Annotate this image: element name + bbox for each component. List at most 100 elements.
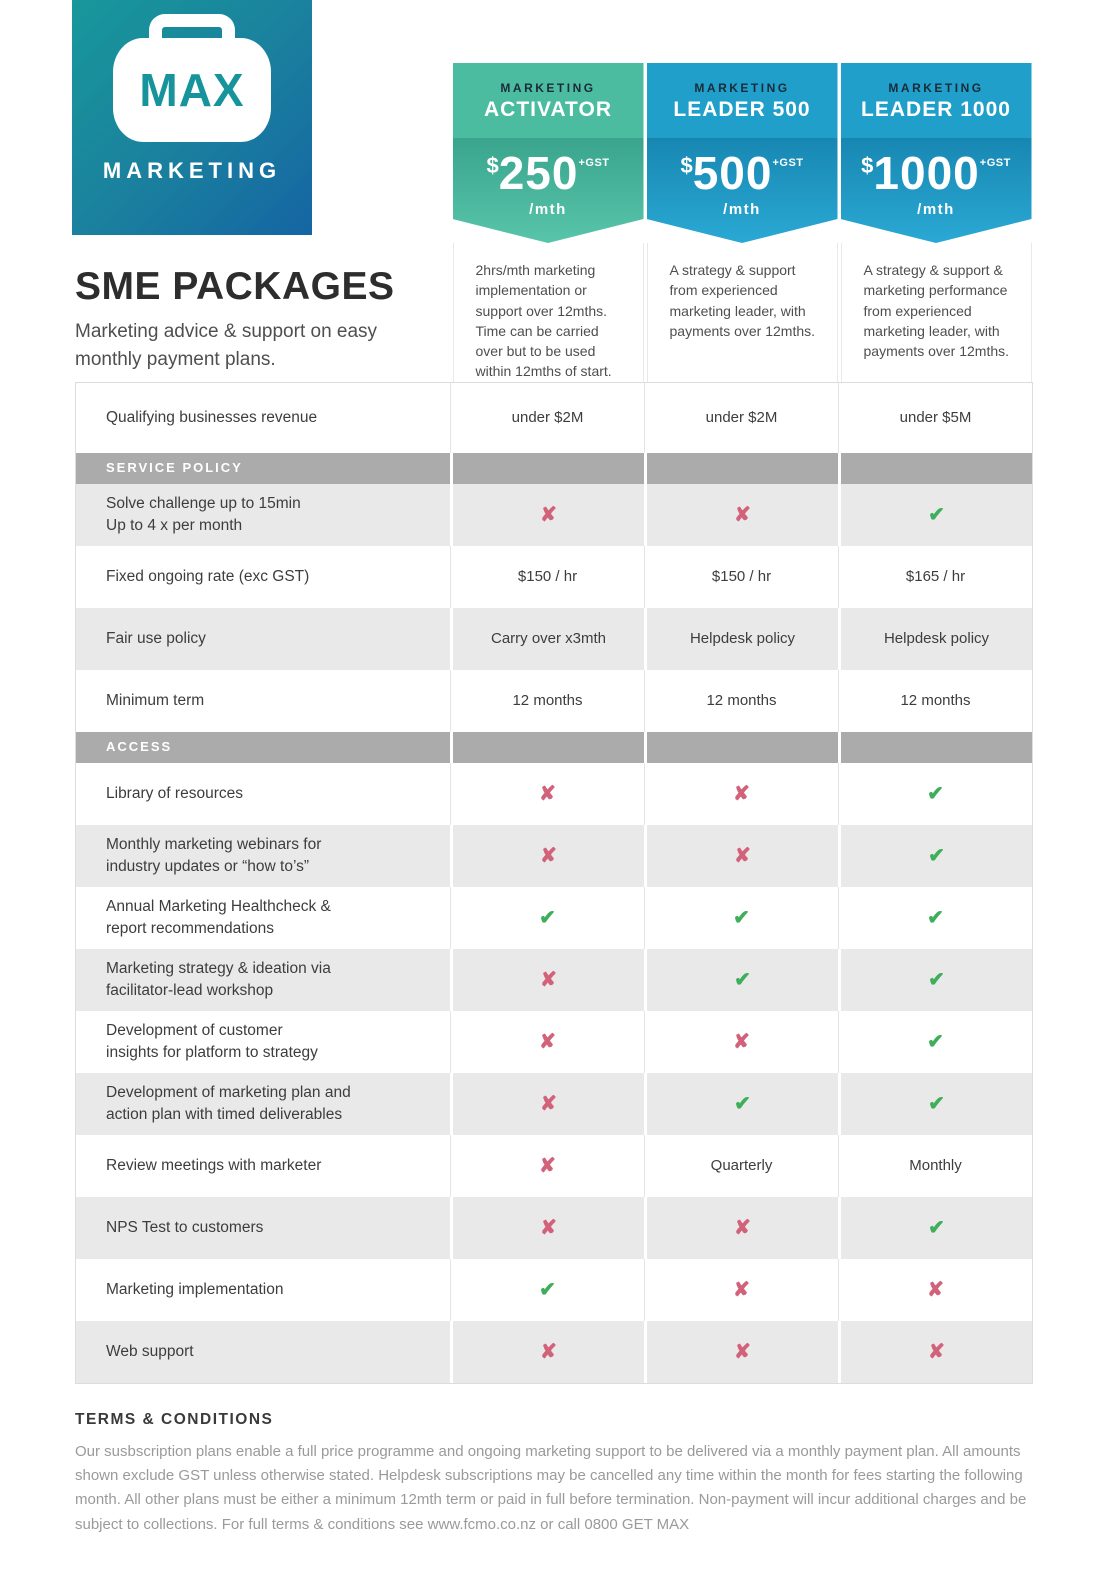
cross-icon: ✘ — [540, 1340, 557, 1363]
pricing-flyer: MAX MARKETING SME PACKAGES Marketing adv… — [72, 0, 1110, 1537]
row-value: ✔ — [838, 886, 1032, 949]
row-value: Quarterly — [644, 1134, 838, 1197]
table-row: Web support ✘ ✘ ✘ — [76, 1320, 1032, 1383]
plan-price-band: $ 1000 +GST /mth — [841, 138, 1032, 243]
gst-note: +GST — [979, 157, 1011, 169]
plan-price: 250 — [498, 147, 579, 199]
row-value: ✘ — [450, 1134, 644, 1197]
terms-body: Our susbscription plans enable a full pr… — [75, 1442, 1027, 1533]
logo-text: MAX — [139, 64, 245, 116]
row-value: ✔ — [838, 1196, 1032, 1259]
row-value: ✘ — [644, 1320, 838, 1383]
page-subtitle: Marketing advice & support on easy month… — [75, 321, 378, 370]
check-icon: ✔ — [928, 503, 945, 526]
cross-icon: ✘ — [733, 1278, 750, 1301]
currency-symbol: $ — [861, 153, 874, 178]
row-value: ✔ — [450, 886, 644, 949]
row-label: Marketing strategy & ideation via facili… — [76, 948, 450, 1011]
row-value: ✔ — [838, 1072, 1032, 1135]
table-row: Library of resources ✘ ✘ ✔ — [76, 762, 1032, 825]
table-row: Minimum term 12 months 12 months 12 mont… — [76, 669, 1032, 732]
gst-note: +GST — [578, 157, 610, 169]
cross-icon: ✘ — [539, 1154, 556, 1177]
row-label: Review meetings with marketer — [106, 1156, 322, 1174]
cross-icon: ✘ — [540, 844, 557, 867]
row-value: 12 months — [644, 669, 838, 732]
check-icon: ✔ — [927, 906, 944, 929]
check-icon: ✔ — [928, 1092, 945, 1115]
cross-icon: ✘ — [734, 1216, 751, 1239]
row-value: ✔ — [838, 483, 1032, 546]
row-value: ✘ — [450, 1072, 644, 1135]
row-value: ✘ — [450, 824, 644, 887]
table-row: Development of customer insights for pla… — [76, 1010, 1032, 1073]
per-month-label: /mth — [723, 201, 761, 218]
row-value: ✔ — [644, 1072, 838, 1135]
cross-icon: ✘ — [734, 503, 751, 526]
brand-logo: MAX MARKETING — [72, 0, 312, 235]
terms-section: TERMS & CONDITIONS Our susbscription pla… — [75, 1411, 1037, 1537]
plan-category: MARKETING — [500, 81, 596, 95]
plan-description: A strategy & support from experienced ma… — [646, 243, 838, 382]
row-value: Carry over x3mth — [450, 607, 644, 670]
row-label: Solve challenge up to 15min Up to 4 x pe… — [76, 483, 450, 546]
row-label: Monthly marketing webinars for industry … — [76, 824, 450, 887]
row-value: ✘ — [644, 1196, 838, 1259]
plan-description: 2hrs/mth marketing implementation or sup… — [452, 243, 644, 382]
row-value: ✔ — [838, 948, 1032, 1011]
check-icon: ✔ — [539, 1278, 556, 1301]
check-icon: ✔ — [539, 906, 556, 929]
plan-name: ACTIVATOR — [484, 98, 612, 121]
table-row: Marketing implementation ✔ ✘ ✘ — [76, 1258, 1032, 1321]
row-value: ✔ — [838, 1010, 1032, 1073]
row-value: Helpdesk policy — [644, 607, 838, 670]
cross-icon: ✘ — [540, 1092, 557, 1115]
header-section: MAX MARKETING SME PACKAGES Marketing adv… — [72, 0, 1110, 382]
row-value: ✘ — [450, 948, 644, 1011]
plan-name-band: MARKETING LEADER 1000 — [841, 63, 1032, 138]
plan-name-band: MARKETING LEADER 500 — [647, 63, 838, 138]
cross-icon: ✘ — [927, 1278, 944, 1301]
plan-banner-leader-500: MARKETING LEADER 500 $ 500 +GST /mth — [647, 63, 838, 243]
plan-name: LEADER 500 — [673, 98, 811, 121]
row-value: $150 / hr — [644, 545, 838, 608]
section-title: SERVICE POLICY — [76, 452, 450, 484]
table-row: Qualifying businesses revenue under $2M … — [76, 382, 1032, 453]
plan-name: LEADER 1000 — [861, 98, 1011, 121]
table-row: Fixed ongoing rate (exc GST) $150 / hr $… — [76, 545, 1032, 608]
plan-price-band: $ 250 +GST /mth — [453, 138, 644, 243]
row-value: ✘ — [644, 483, 838, 546]
section-header-row: SERVICE POLICY — [76, 452, 1032, 484]
row-label: NPS Test to customers — [76, 1196, 450, 1259]
row-value: ✘ — [450, 1320, 644, 1383]
logo-subtext: MARKETING — [102, 158, 282, 183]
table-row: Review meetings with marketer ✘ Quarterl… — [76, 1134, 1032, 1197]
row-label: Fixed ongoing rate (exc GST) — [106, 567, 310, 585]
per-month-label: /mth — [917, 201, 955, 218]
plan-column-leader-500: MARKETING LEADER 500 $ 500 +GST /mth A s… — [645, 0, 839, 382]
table-row: Fair use policy Carry over x3mth Helpdes… — [76, 607, 1032, 670]
table-row: Marketing strategy & ideation via facili… — [76, 948, 1032, 1011]
plan-column-activator: MARKETING ACTIVATOR $ 250 +GST /mth 2hrs… — [451, 0, 645, 382]
table-row: Development of marketing plan and action… — [76, 1072, 1032, 1135]
cross-icon: ✘ — [540, 1216, 557, 1239]
comparison-table: Qualifying businesses revenue under $2M … — [75, 381, 1033, 1384]
row-value: 12 months — [450, 669, 644, 732]
row-value: ✘ — [644, 1010, 838, 1073]
cross-icon: ✘ — [540, 968, 557, 991]
cross-icon: ✘ — [734, 1340, 751, 1363]
check-icon: ✔ — [927, 1030, 944, 1053]
brand-column: MAX MARKETING SME PACKAGES Marketing adv… — [72, 0, 451, 382]
row-label: Library of resources — [106, 784, 243, 802]
row-value: ✔ — [644, 886, 838, 949]
table-row: Annual Marketing Healthcheck & report re… — [76, 886, 1032, 949]
plan-price-band: $ 500 +GST /mth — [647, 138, 838, 243]
row-value: ✘ — [450, 483, 644, 546]
row-value: ✔ — [838, 762, 1032, 825]
row-label: Fair use policy — [76, 607, 450, 670]
briefcase-handle-icon — [149, 14, 235, 44]
row-value: ✘ — [644, 1258, 838, 1321]
row-value: under $2M — [450, 382, 644, 453]
row-value: ✘ — [450, 1010, 644, 1073]
row-value: ✘ — [838, 1320, 1032, 1383]
